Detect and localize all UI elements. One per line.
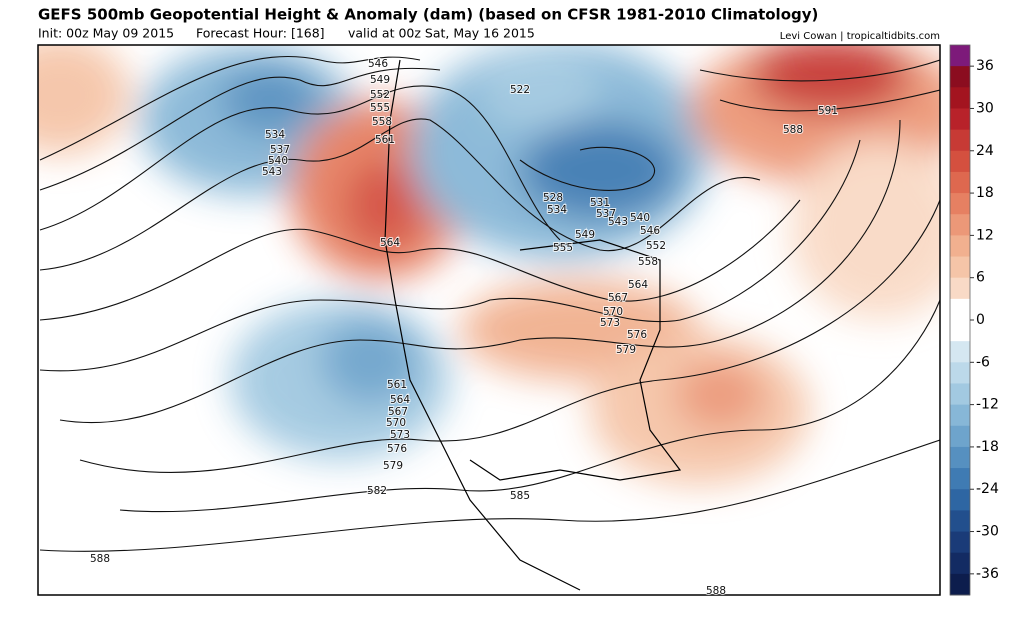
contour-label: 570 (386, 417, 406, 429)
contour-label: 564 (390, 394, 410, 406)
contour-label: 546 (368, 58, 388, 70)
colorbar-band (950, 235, 970, 258)
forecast-hour: Forecast Hour: [168] (196, 26, 325, 41)
init: Init: 00z May 09 2015 (38, 26, 174, 41)
colorbar: 36 30 24 18 12 6 0 -6 -12 -18 -24 -30 -36 (949, 44, 999, 596)
colorbar-label: 6 (976, 270, 985, 286)
contour-label: 540 (268, 155, 288, 167)
colorbar-band (950, 552, 970, 575)
contour-label: 558 (638, 256, 658, 268)
contour-label: 564 (380, 237, 400, 249)
contours (39, 55, 940, 552)
contour-label: 576 (627, 329, 647, 341)
colorbar-band (950, 108, 970, 131)
colorbar-label: -36 (976, 566, 999, 582)
colorbar-band (950, 298, 970, 321)
colorbar-label: 36 (976, 58, 994, 74)
contour-label: 591 (818, 105, 838, 117)
contour-label: 576 (387, 443, 407, 455)
colorbar-band (950, 446, 970, 469)
contour-label: 573 (390, 429, 410, 441)
colorbar-band (950, 193, 970, 215)
colorbar-label: 0 (976, 312, 985, 328)
contour-label: 537 (270, 144, 290, 156)
contour-label: 555 (370, 102, 390, 114)
contour-label: 543 (262, 166, 282, 178)
contour-label: 567 (388, 406, 408, 418)
contour-label: 555 (553, 242, 573, 254)
contour-label: 588 (783, 124, 803, 136)
contour-label: 549 (575, 229, 595, 241)
colorbar-label: -18 (976, 439, 999, 455)
colorbar-label: -12 (976, 397, 999, 413)
colorbar-band (950, 425, 970, 448)
contour-label: 531 (590, 197, 610, 209)
contour-label: 558 (372, 116, 392, 128)
colorbar-label: -30 (976, 524, 999, 540)
colorbar-band (950, 489, 970, 511)
colorbar-band (950, 510, 970, 533)
contour-label: 549 (370, 74, 390, 86)
valid-time: valid at 00z Sat, May 16 2015 (348, 26, 535, 41)
colorbar-label: -6 (976, 354, 990, 370)
contour-label: 540 (630, 212, 650, 224)
colorbar-band (950, 404, 970, 427)
contour-label: 546 (640, 225, 660, 237)
colorbar-label: 30 (976, 100, 994, 116)
colorbar-band (950, 362, 970, 384)
colorbar-band (950, 383, 970, 406)
colorbar-label: 24 (976, 143, 994, 159)
colorbar-band (950, 214, 970, 236)
title: GEFS 500mb Geopotential Height & Anomaly… (38, 6, 818, 24)
colorbar-band (950, 45, 970, 67)
colorbar-band (950, 468, 970, 490)
colorbar-band (950, 66, 970, 88)
map (38, 45, 940, 595)
colorbar-band (950, 150, 970, 173)
contour-label: 588 (706, 585, 726, 597)
credit: Levi Cowan | tropicaltidbits.com (780, 31, 940, 42)
contour-label: 552 (370, 89, 390, 101)
colorbar-band (950, 256, 970, 279)
colorbar-band (950, 320, 970, 342)
colorbar-band (950, 87, 970, 109)
contour-label: 573 (600, 317, 620, 329)
contour-label: 528 (543, 192, 563, 204)
anomaly-shading (38, 45, 940, 485)
contour-label: 522 (510, 84, 530, 96)
contour-label: 588 (90, 553, 110, 565)
colorbar-label: 12 (976, 227, 994, 243)
contour-label: 543 (608, 216, 628, 228)
contour-label: 579 (383, 460, 403, 472)
contour-label: 585 (510, 490, 530, 502)
colorbar-label: -24 (976, 481, 999, 497)
colorbar-band (950, 341, 970, 363)
contour-label: 534 (265, 129, 285, 141)
contour-label: 582 (367, 485, 387, 497)
colorbar-band (950, 573, 970, 596)
contour-label: 534 (547, 204, 567, 216)
colorbar-band (950, 129, 970, 152)
contour-label: 561 (387, 379, 407, 391)
colorbar-band (950, 531, 970, 554)
contour-label: 567 (608, 292, 628, 304)
contour-label: 579 (616, 344, 636, 356)
contour-label: 552 (646, 240, 666, 252)
contour-label: 564 (628, 279, 648, 291)
contour-label: 537 (596, 208, 616, 220)
map-frame (37, 44, 941, 596)
contour-label: 561 (375, 134, 395, 146)
colorbar-label: 18 (976, 185, 994, 201)
colorbar-band (950, 277, 970, 300)
coastline (384, 59, 682, 591)
contour-label: 570 (603, 306, 623, 318)
colorbar-band (950, 171, 970, 194)
